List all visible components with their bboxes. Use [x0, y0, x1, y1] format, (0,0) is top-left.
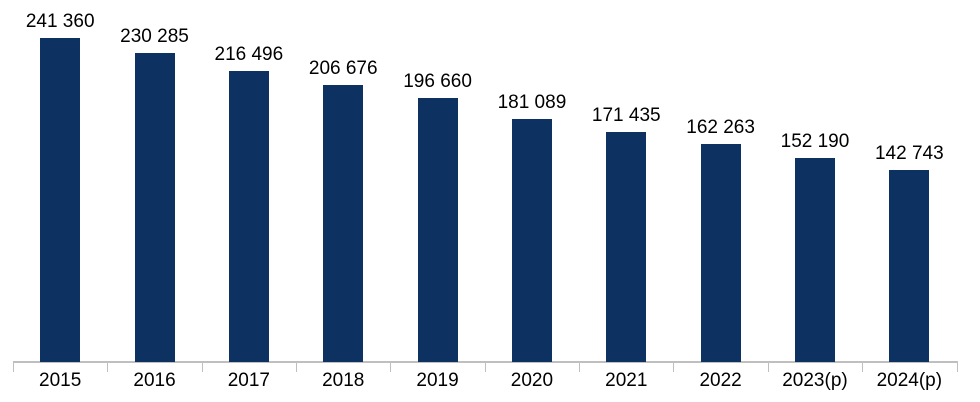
x-axis-tick — [673, 361, 675, 372]
value-label-2020: 181 089 — [497, 92, 567, 114]
x-axis-tick — [484, 361, 486, 372]
x-axis-label-2017: 2017 — [227, 370, 270, 391]
value-label-2017: 216 496 — [214, 44, 284, 66]
x-axis-tick — [390, 361, 392, 372]
bar-2024(p) — [889, 170, 930, 362]
x-axis-tick — [579, 361, 581, 372]
x-axis-label-2023(p): 2023(p) — [782, 370, 848, 391]
bar-2015 — [40, 38, 81, 362]
bar-2016 — [134, 53, 175, 362]
x-axis-label-2020: 2020 — [510, 370, 554, 391]
bar-2022 — [700, 144, 741, 362]
x-axis-tick — [107, 361, 109, 372]
x-axis-label-2022: 2022 — [699, 370, 742, 391]
value-label-2024(p): 142 743 — [874, 143, 944, 165]
value-label-2016: 230 285 — [120, 26, 189, 48]
bar-2018 — [323, 85, 364, 362]
value-label-2019: 196 660 — [403, 71, 472, 93]
value-label-2021: 171 435 — [591, 105, 661, 127]
value-label-2018: 206 676 — [308, 58, 378, 80]
bar-2023(p) — [794, 158, 835, 362]
value-label-2022: 162 263 — [686, 117, 755, 139]
value-label-2023(p): 152 190 — [780, 131, 850, 153]
x-axis-tick — [862, 361, 864, 372]
x-axis-tick — [956, 361, 958, 372]
bar-2019 — [417, 98, 458, 362]
x-axis-tick — [13, 361, 14, 372]
x-axis-label-2016: 2016 — [133, 370, 176, 391]
value-label-2015: 241 360 — [25, 11, 95, 33]
x-axis-tick — [767, 361, 769, 372]
x-axis-tick — [296, 361, 298, 372]
x-axis-label-2024(p): 2024(p) — [876, 370, 943, 391]
bar-2020 — [511, 119, 552, 362]
x-axis-label-2015: 2015 — [39, 370, 82, 391]
x-axis-label-2021: 2021 — [605, 370, 648, 391]
bar-2017 — [228, 71, 269, 362]
x-axis-label-2018: 2018 — [322, 370, 365, 391]
x-axis-label-2019: 2019 — [416, 370, 459, 391]
x-axis-tick — [201, 361, 203, 372]
bar-2021 — [606, 132, 647, 362]
